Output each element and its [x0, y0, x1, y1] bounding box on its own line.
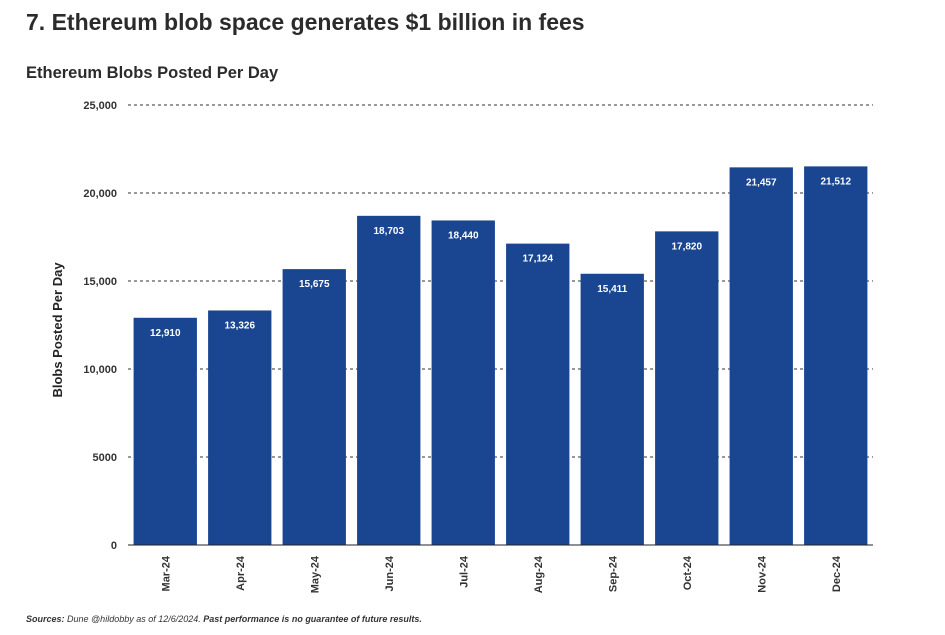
- source-text: Dune @hildobby as of 12/6/2024.: [67, 614, 201, 624]
- bar-value-label: 18,440: [448, 230, 479, 241]
- bar: [580, 273, 644, 545]
- x-tick-label: Apr-24: [235, 555, 247, 591]
- y-tick-label: 5000: [93, 452, 117, 464]
- source-prefix: Sources:: [26, 614, 65, 624]
- x-tick-label: May-24: [309, 555, 321, 593]
- x-tick-label: Dec-24: [831, 555, 843, 592]
- bar: [506, 243, 570, 545]
- source-disclaimer: Past performance is no guarantee of futu…: [203, 614, 422, 624]
- x-tick-label: Mar-24: [160, 555, 172, 591]
- x-tick-label: Aug-24: [533, 555, 545, 593]
- bar: [282, 269, 346, 545]
- source-note: Sources: Dune @hildobby as of 12/6/2024.…: [26, 614, 422, 624]
- bar: [729, 167, 793, 545]
- bar: [655, 231, 719, 546]
- y-tick-label: 10,000: [83, 364, 117, 376]
- chart-title: Ethereum Blobs Posted Per Day: [26, 64, 279, 82]
- bar: [133, 317, 197, 545]
- bar-value-label: 15,411: [597, 284, 627, 295]
- bar-value-label: 21,512: [820, 176, 851, 187]
- data-labels: 12,910 13,326 15,675 18,703 18,440 17,124 15,4…: [150, 176, 852, 338]
- bar-value-label: 17,820: [671, 241, 702, 252]
- bar-value-label: 21,457: [746, 177, 777, 188]
- y-axis-title: Blobs Posted Per Day: [50, 262, 65, 398]
- bar-value-label: 12,910: [150, 328, 181, 339]
- y-axis-ticks: 0 5000 10,000 15,000 20,000 25,000: [83, 100, 117, 552]
- x-tick-label: Jul-24: [458, 555, 470, 588]
- x-axis-ticks: Mar-24 Apr-24 May-24 Jun-24 Jul-24 Aug-24 Sep-…: [160, 555, 843, 593]
- x-tick-label: Nov-24: [756, 555, 768, 593]
- y-tick-label: 25,000: [83, 100, 117, 112]
- bar: [357, 215, 421, 545]
- x-tick-label: Jun-24: [384, 555, 396, 591]
- bars: [133, 166, 868, 546]
- y-tick-label: 0: [111, 540, 117, 552]
- y-tick-label: 20,000: [83, 188, 117, 200]
- bar: [804, 166, 868, 545]
- bar-value-label: 13,326: [224, 320, 255, 331]
- page-heading: 7. Ethereum blob space generates $1 bill…: [26, 9, 585, 35]
- bar: [208, 310, 272, 545]
- x-tick-label: Oct-24: [682, 555, 694, 590]
- bar: [431, 220, 495, 545]
- y-tick-label: 15,000: [83, 276, 117, 288]
- x-tick-label: Sep-24: [607, 555, 619, 592]
- bar-value-label: 15,675: [299, 279, 330, 290]
- bar-value-label: 17,124: [522, 254, 553, 265]
- bar-value-label: 18,703: [373, 226, 404, 237]
